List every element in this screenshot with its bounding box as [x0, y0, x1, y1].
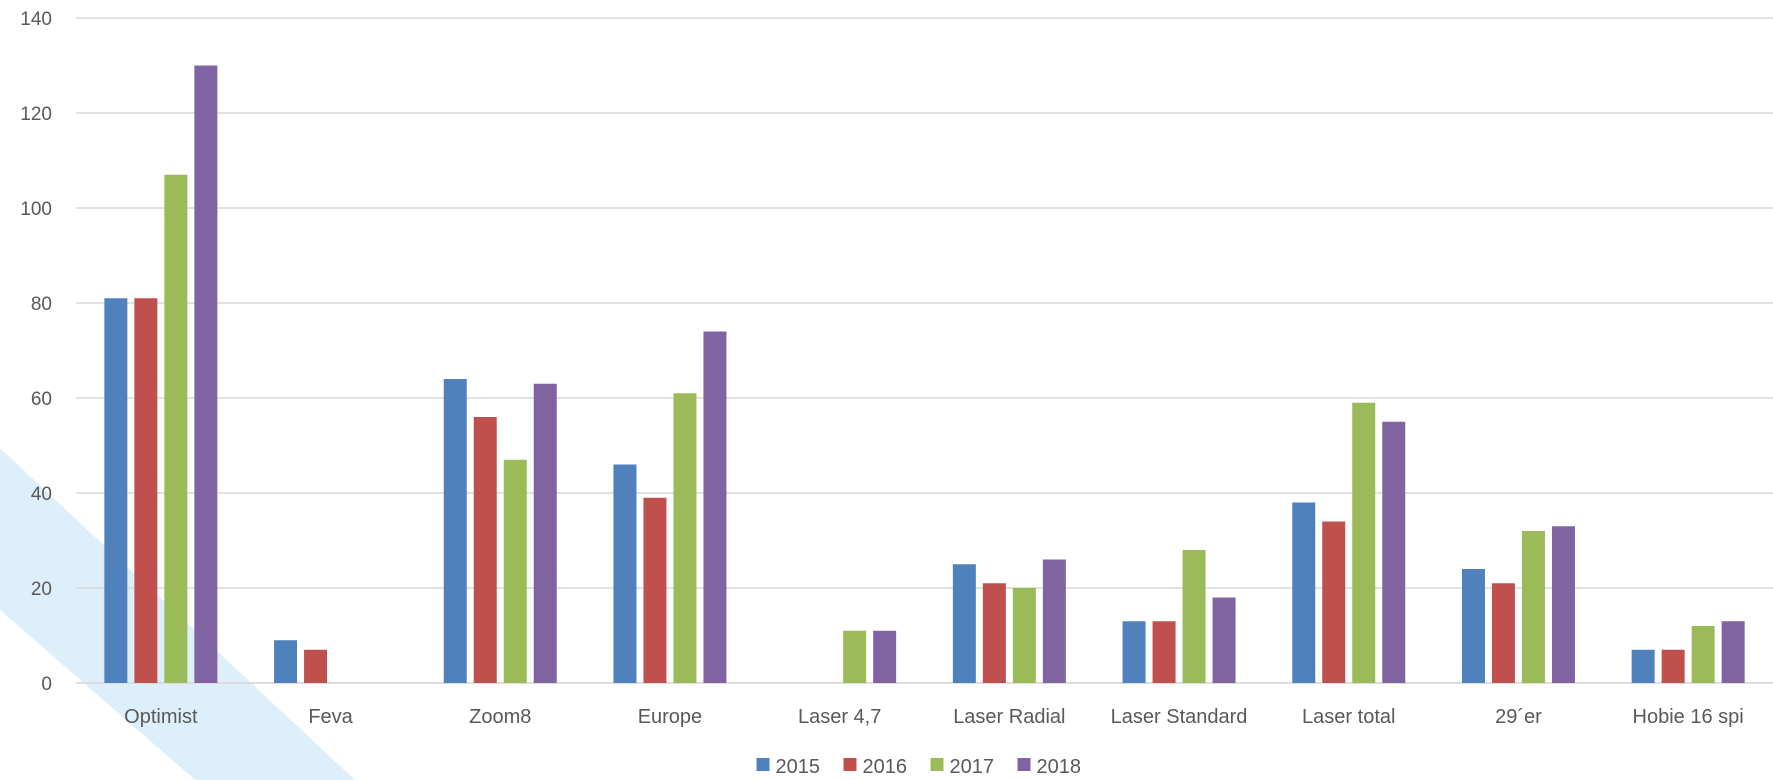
x-category-label: Optimist	[124, 706, 198, 728]
bar-2015-zoom8	[443, 379, 467, 683]
y-tick-label: 60	[31, 389, 52, 410]
bar-2018-laser-radial	[1042, 559, 1066, 683]
bar-2016-29-er	[1491, 583, 1515, 683]
legend-swatch-2015	[756, 758, 770, 771]
bar-2016-zoom8	[473, 417, 497, 683]
bar-2018-europe	[703, 331, 727, 683]
bar-2016-optimist	[134, 298, 158, 683]
y-tick-label: 40	[31, 484, 52, 505]
bar-2018-zoom8	[533, 383, 557, 683]
bar-2016-hobie-16-spi	[1661, 649, 1685, 683]
bar-2018-laser-total	[1382, 421, 1406, 683]
bar-2016-laser-radial	[982, 583, 1006, 683]
bar-2015-feva	[274, 640, 298, 683]
x-category-label: 29´er	[1495, 706, 1542, 728]
legend: 2015 2016 2017 2018	[756, 756, 1082, 778]
bar-2017-europe	[673, 393, 697, 683]
bar-2015-optimist	[104, 298, 128, 683]
x-axis-labels: Optimist Feva Zoom8 Europe Laser 4,7 Laser Ra…	[124, 706, 1744, 728]
bar-2018-29-er	[1551, 526, 1575, 683]
legend-swatch-2018	[1017, 758, 1031, 771]
legend-swatch-2017	[930, 758, 944, 771]
x-category-label: Hobie 16 spi	[1633, 706, 1744, 728]
x-category-label: Laser total	[1302, 706, 1395, 728]
y-axis-ticks: 0 20 40 60 80 100 120 140	[20, 9, 52, 695]
bar-2017-zoom8	[503, 459, 527, 683]
x-category-label: Laser Radial	[953, 706, 1065, 728]
gridlines	[76, 17, 1773, 684]
legend-label: 2017	[950, 756, 995, 778]
legend-label: 2018	[1037, 756, 1082, 778]
x-category-label: Laser Standard	[1111, 706, 1248, 728]
bar-2015-laser-standard	[1122, 621, 1146, 683]
x-category-label: Feva	[308, 706, 353, 728]
bar-2017-laser-4-7	[843, 630, 867, 683]
bar-2015-hobie-16-spi	[1631, 649, 1655, 683]
bar-2018-hobie-16-spi	[1721, 621, 1745, 683]
bar-2015-laser-radial	[952, 564, 976, 683]
bar-2015-29-er	[1461, 569, 1485, 683]
bar-2017-laser-total	[1352, 402, 1376, 683]
bar-2016-laser-total	[1322, 521, 1346, 683]
y-tick-label: 80	[31, 294, 52, 315]
bar-2016-feva	[304, 649, 328, 683]
bar-2015-laser-total	[1292, 502, 1316, 683]
y-tick-label: 140	[20, 9, 52, 30]
legend-label: 2015	[776, 756, 821, 778]
bar-2017-laser-radial	[1012, 588, 1036, 683]
bar-2017-29-er	[1521, 531, 1545, 683]
bar-2018-laser-4-7	[873, 630, 897, 683]
bar-2018-optimist	[194, 65, 218, 683]
x-category-label: Europe	[638, 706, 703, 728]
y-tick-label: 100	[20, 199, 52, 220]
y-tick-label: 20	[31, 579, 52, 600]
bar-2017-optimist	[164, 174, 188, 683]
bar-2017-hobie-16-spi	[1691, 626, 1715, 683]
bar-2016-europe	[643, 497, 667, 683]
y-tick-label: 0	[41, 674, 52, 695]
y-tick-label: 120	[20, 104, 52, 125]
x-category-label: Zoom8	[469, 706, 531, 728]
bar-2018-laser-standard	[1212, 597, 1236, 683]
bar-2016-laser-standard	[1152, 621, 1176, 683]
legend-label: 2016	[863, 756, 908, 778]
legend-swatch-2016	[843, 758, 857, 771]
bars	[104, 65, 1745, 683]
x-category-label: Laser 4,7	[798, 706, 881, 728]
bar-2015-europe	[613, 464, 637, 683]
bar-2017-laser-standard	[1182, 550, 1206, 683]
